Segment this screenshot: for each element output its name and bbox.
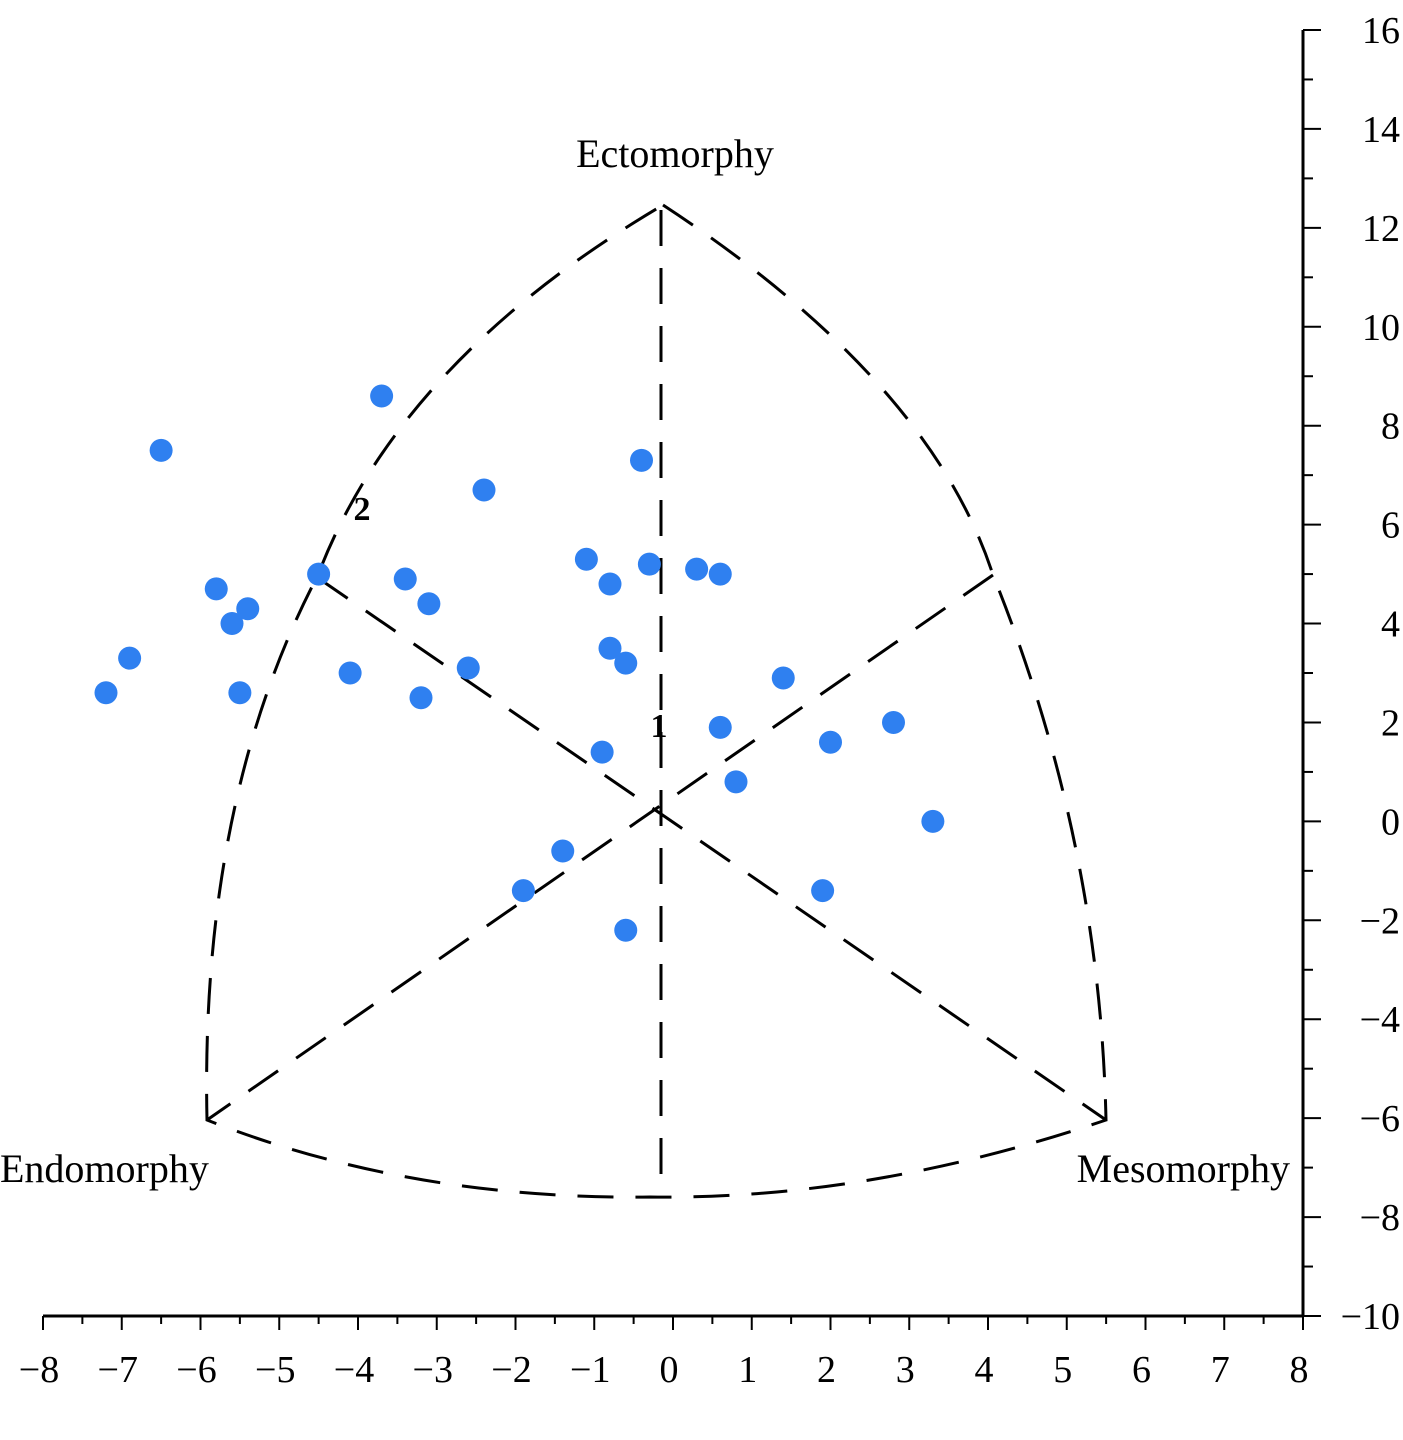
y-tick-label: 8 xyxy=(1381,406,1400,448)
x-tick-label: 7 xyxy=(1211,1349,1230,1391)
data-point xyxy=(574,547,598,571)
somatochart-boundary xyxy=(205,203,1108,1199)
y-tick-label: 4 xyxy=(1381,604,1400,646)
y-tick-label: 16 xyxy=(1362,10,1400,52)
data-points xyxy=(94,384,945,942)
x-tick-label: 5 xyxy=(1053,1349,1072,1391)
data-point xyxy=(630,448,653,472)
y-tick-label: −8 xyxy=(1360,1197,1400,1239)
data-point xyxy=(724,770,748,794)
y-tick-label: −10 xyxy=(1341,1296,1400,1338)
data-point xyxy=(771,666,795,690)
y-tick-label: −6 xyxy=(1360,1098,1400,1140)
x-tick-label: 4 xyxy=(975,1349,994,1391)
data-point xyxy=(685,557,709,581)
data-point xyxy=(149,438,173,462)
x-tick-label: 0 xyxy=(660,1349,679,1391)
x-tick-label: −5 xyxy=(255,1349,295,1391)
data-point xyxy=(614,918,638,942)
x-tick-label: −4 xyxy=(334,1349,374,1391)
data-point xyxy=(614,651,638,675)
y-tick-label: 6 xyxy=(1381,505,1400,547)
data-point xyxy=(236,597,260,621)
y-tick-label: −2 xyxy=(1360,900,1400,942)
data-point xyxy=(338,661,362,685)
data-point xyxy=(417,592,441,616)
y-tick-label: 12 xyxy=(1362,208,1400,250)
data-point xyxy=(393,567,417,591)
data-point xyxy=(598,572,622,596)
vertex-label-endomorphy: Endomorphy xyxy=(0,1146,209,1191)
annotation-2: 2 xyxy=(354,491,371,528)
data-point xyxy=(204,577,228,601)
data-point xyxy=(307,562,331,586)
data-point xyxy=(637,552,661,576)
x-tick-label: 8 xyxy=(1290,1349,1309,1391)
x-tick-label: −7 xyxy=(98,1349,138,1391)
y-tick-label: 14 xyxy=(1362,109,1400,151)
data-point xyxy=(94,681,118,705)
x-tick-label: −3 xyxy=(413,1349,453,1391)
data-point xyxy=(921,809,945,833)
endomorphy-mesomorphy-diagonal xyxy=(317,576,1107,1122)
data-point xyxy=(708,562,732,586)
y-tick-label: 2 xyxy=(1381,702,1400,744)
x-tick-label: −8 xyxy=(19,1349,59,1391)
data-point xyxy=(456,656,480,680)
data-point xyxy=(472,478,496,502)
x-tick-label: 6 xyxy=(1132,1349,1151,1391)
vertex-label-mesomorphy: Mesomorphy xyxy=(1077,1146,1290,1191)
x-tick-label: 1 xyxy=(738,1349,757,1391)
axes: −8 −7 −6 −5 −4 −3 −2 −1 0 1 2 3 4 5 6 7 8−10−8−6−4−20246… xyxy=(19,10,1400,1391)
data-point xyxy=(811,879,835,903)
x-tick-label: 2 xyxy=(817,1349,836,1391)
data-point xyxy=(882,710,905,734)
vertex-label-ectomorphy: Ectomorphy xyxy=(576,131,774,176)
data-point xyxy=(590,740,614,764)
x-tick-label: −1 xyxy=(570,1349,610,1391)
data-point xyxy=(598,636,622,660)
data-point xyxy=(819,730,842,754)
x-tick-label: −6 xyxy=(176,1349,216,1391)
annotation-1: 1 xyxy=(651,708,668,745)
data-point xyxy=(118,646,142,670)
somatochart-frame xyxy=(205,203,1108,1199)
y-tick-label: −4 xyxy=(1360,999,1400,1041)
data-point xyxy=(220,612,244,636)
data-point xyxy=(551,839,575,863)
data-point xyxy=(708,715,732,739)
data-point xyxy=(228,681,252,705)
x-tick-label: −2 xyxy=(491,1349,531,1391)
y-tick-label: 10 xyxy=(1362,307,1400,349)
mesomorphy-endomorphy-diagonal xyxy=(206,573,994,1122)
x-tick-label: 3 xyxy=(896,1349,915,1391)
y-tick-label: 0 xyxy=(1381,801,1400,843)
data-point xyxy=(511,879,535,903)
data-point xyxy=(370,384,394,408)
data-point xyxy=(409,686,433,710)
